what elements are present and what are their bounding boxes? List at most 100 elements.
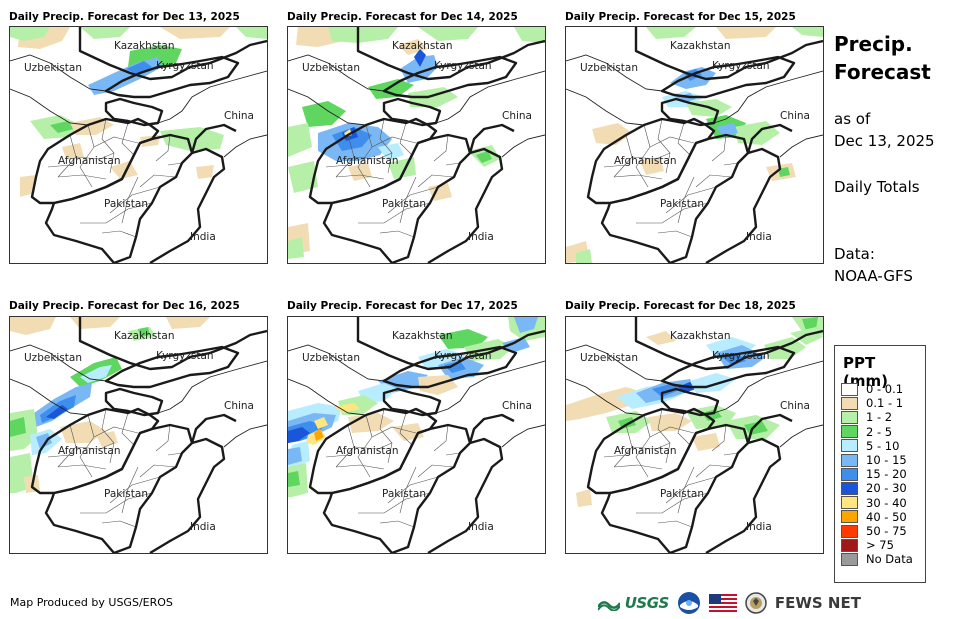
forecast-title: Precip. Forecast bbox=[834, 30, 931, 86]
legend-label: > 75 bbox=[866, 538, 894, 553]
precip-patch bbox=[110, 161, 138, 179]
province-boundary bbox=[101, 520, 137, 528]
province-boundary bbox=[631, 442, 671, 450]
country-boundary bbox=[288, 378, 367, 416]
province-boundary bbox=[677, 122, 691, 156]
logo-bar: USGS FEWS NET bbox=[596, 590, 861, 616]
precip-patch bbox=[438, 329, 488, 349]
us-flag-icon bbox=[708, 594, 737, 612]
precip-patch bbox=[690, 373, 736, 393]
country-boundary bbox=[157, 70, 267, 124]
province-boundary bbox=[636, 202, 709, 224]
precip-layer bbox=[10, 317, 210, 493]
precip-map: Kazakhstan Uzbekistan Kyrgyzstan China Afgha… bbox=[566, 317, 823, 553]
country-boundary bbox=[713, 70, 823, 124]
country-label-pakistan: Pakistan bbox=[660, 488, 704, 500]
precip-patch bbox=[444, 361, 466, 373]
precip-patch bbox=[36, 433, 52, 449]
country-label-afghanistan: Afghanistan bbox=[58, 155, 121, 167]
data-source-label: Data: bbox=[834, 245, 875, 263]
legend-swatch bbox=[841, 552, 858, 566]
province-boundary bbox=[711, 424, 727, 452]
country-boundary bbox=[10, 88, 89, 126]
province-boundary bbox=[139, 174, 177, 188]
country-label-china: China bbox=[224, 110, 254, 122]
precip-patch bbox=[640, 157, 664, 175]
panel-title-3: Daily Precip. Forecast for Dec 15, 2025 bbox=[565, 11, 796, 23]
country-boundary bbox=[435, 70, 545, 124]
legend-label: 0 - 0.1 bbox=[866, 382, 904, 396]
precip-map: Kazakhstan Uzbekistan Kyrgyzstan China Afgha… bbox=[288, 317, 545, 553]
country-label-kazakhstan: Kazakhstan bbox=[392, 330, 453, 342]
focus-country-boundary bbox=[660, 345, 796, 389]
focus-country-boundary bbox=[705, 147, 782, 263]
precip-patch bbox=[288, 161, 318, 193]
panel-title-5: Daily Precip. Forecast for Dec 17, 2025 bbox=[287, 300, 518, 312]
province-boundary bbox=[399, 412, 413, 446]
focus-country-boundary bbox=[382, 55, 518, 99]
province-boundary bbox=[80, 202, 153, 224]
precip-patch bbox=[10, 417, 26, 437]
country-label-kyrgyzstan: Kyrgyzstan bbox=[712, 350, 770, 362]
focus-country-boundary bbox=[660, 97, 720, 127]
usgs-logo-text: USGS bbox=[624, 594, 670, 612]
precip-patch bbox=[716, 123, 738, 137]
focus-country-boundary bbox=[322, 423, 472, 553]
legend-item: 20 - 30 bbox=[841, 481, 907, 495]
as-of-text: as of Dec 13, 2025 bbox=[834, 108, 935, 152]
country-label-uzbekistan: Uzbekistan bbox=[24, 62, 82, 74]
province-boundary bbox=[139, 464, 177, 478]
focus-country-boundary bbox=[382, 387, 442, 417]
precip-patch bbox=[648, 413, 692, 431]
province-boundary bbox=[121, 122, 135, 156]
focus-country-boundary bbox=[746, 123, 793, 154]
legend-item: 5 - 10 bbox=[841, 439, 899, 453]
country-label-pakistan: Pakistan bbox=[660, 198, 704, 210]
precip-patch bbox=[50, 121, 74, 133]
country-label-india: India bbox=[190, 521, 216, 533]
province-boundary bbox=[109, 186, 161, 214]
legend-swatch bbox=[841, 396, 858, 410]
country-label-kyrgyzstan: Kyrgyzstan bbox=[434, 60, 492, 72]
legend-item: > 75 bbox=[841, 538, 894, 552]
province-boundary bbox=[417, 464, 455, 478]
map-panel-6: Kazakhstan Uzbekistan Kyrgyzstan China Afgha… bbox=[565, 316, 824, 554]
usgs-logo: USGS bbox=[596, 594, 670, 612]
country-label-china: China bbox=[780, 110, 810, 122]
province-boundary bbox=[325, 164, 349, 168]
precip-patch bbox=[138, 327, 150, 337]
country-label-uzbekistan: Uzbekistan bbox=[580, 62, 638, 74]
province-boundary bbox=[603, 454, 627, 458]
province-boundary bbox=[57, 174, 107, 180]
precip-patch bbox=[792, 27, 823, 37]
province-boundary bbox=[695, 464, 733, 478]
focus-country-boundary bbox=[634, 317, 823, 371]
province-boundary bbox=[723, 162, 739, 166]
province-boundary bbox=[399, 176, 417, 224]
precip-patch bbox=[514, 27, 545, 43]
country-boundary bbox=[288, 54, 385, 92]
precip-patch bbox=[126, 61, 152, 75]
province-boundary bbox=[109, 476, 161, 504]
focus-country-boundary bbox=[104, 97, 164, 127]
country-boundary bbox=[223, 424, 267, 448]
province-boundary bbox=[79, 124, 95, 188]
precip-map: Kazakhstan Uzbekistan Kyrgyzstan China Afgha… bbox=[10, 27, 267, 263]
province-boundary bbox=[657, 520, 693, 528]
country-boundary bbox=[10, 54, 107, 92]
province-boundary bbox=[80, 492, 153, 514]
precip-patch bbox=[302, 101, 346, 127]
country-boundary bbox=[566, 344, 663, 382]
focus-country-boundary bbox=[634, 27, 823, 81]
focus-country-boundary bbox=[600, 133, 750, 263]
focus-country-boundary bbox=[44, 133, 194, 263]
province-boundary bbox=[57, 464, 107, 470]
precip-patch bbox=[744, 421, 768, 435]
province-boundary bbox=[417, 174, 455, 188]
province-boundary bbox=[649, 426, 695, 438]
precip-patch bbox=[288, 447, 302, 465]
precip-patch bbox=[96, 431, 118, 447]
precip-patch bbox=[62, 143, 84, 159]
province-boundary bbox=[357, 124, 373, 188]
